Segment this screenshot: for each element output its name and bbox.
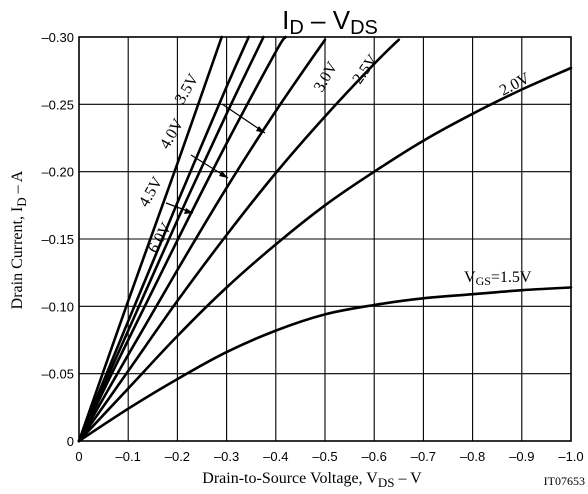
x-tick-label: –0.1 xyxy=(116,449,141,464)
curves xyxy=(77,35,573,443)
x-tick-label: –0.9 xyxy=(509,449,534,464)
curve-vgs-4-5v xyxy=(77,35,250,443)
y-axis-label: Drain Current, ID – A xyxy=(9,170,29,309)
x-tick-label: –0.4 xyxy=(263,449,288,464)
tick-labels: 0 –0.1 –0.2 –0.3 –0.4 –0.5 –0.6 –0.7 –0.8 –0.9 –1.… xyxy=(41,30,583,464)
curve-vgs-6-0v xyxy=(77,35,223,443)
x-tick-label: –0.3 xyxy=(214,449,239,464)
label-arrows xyxy=(165,103,266,214)
y-tick-label: –0.30 xyxy=(41,30,74,45)
x-tick-label: –0.5 xyxy=(312,449,337,464)
y-tick-label: –0.15 xyxy=(41,232,74,247)
x-tick-label: 0 xyxy=(75,449,82,464)
label-2-0v: 2.0V xyxy=(497,69,533,99)
x-tick-label: –0.7 xyxy=(411,449,436,464)
plot-frame xyxy=(78,36,572,442)
x-tick-label: –0.2 xyxy=(165,449,190,464)
x-tick-label: –1.0 xyxy=(558,449,583,464)
arrow-4-0v-head xyxy=(219,171,228,178)
curve-vgs-2-0v xyxy=(77,66,573,443)
figure-id: IT07653 xyxy=(544,474,585,488)
arrow-4-5v-head xyxy=(184,208,193,214)
label-2-5v: 2.5V xyxy=(349,51,381,87)
y-tick-label: –0.05 xyxy=(41,367,74,382)
x-tick-label: –0.6 xyxy=(362,449,387,464)
y-tick-label: –0.25 xyxy=(41,97,74,112)
arrow-3-5v-head xyxy=(256,126,265,133)
curve-vgs-1-5v xyxy=(77,286,573,443)
x-axis-label: Drain-to-Source Voltage, VDS – V xyxy=(202,470,422,490)
label-3-0v: 3.0V xyxy=(311,59,342,95)
y-tick-label: 0 xyxy=(67,434,74,449)
curve-vgs-2-5v xyxy=(77,38,401,443)
curve-vgs-3-5v xyxy=(77,35,287,443)
x-tick-label: –0.8 xyxy=(460,449,485,464)
y-tick-label: –0.10 xyxy=(41,299,74,314)
curve-vgs-4-0v xyxy=(77,35,265,443)
label-vgs-1-5v: VGS=1.5V xyxy=(464,269,532,288)
chart-title: ID – VDS xyxy=(282,5,378,39)
y-tick-label: –0.20 xyxy=(41,165,74,180)
curve-vgs-3-0v xyxy=(77,38,327,443)
